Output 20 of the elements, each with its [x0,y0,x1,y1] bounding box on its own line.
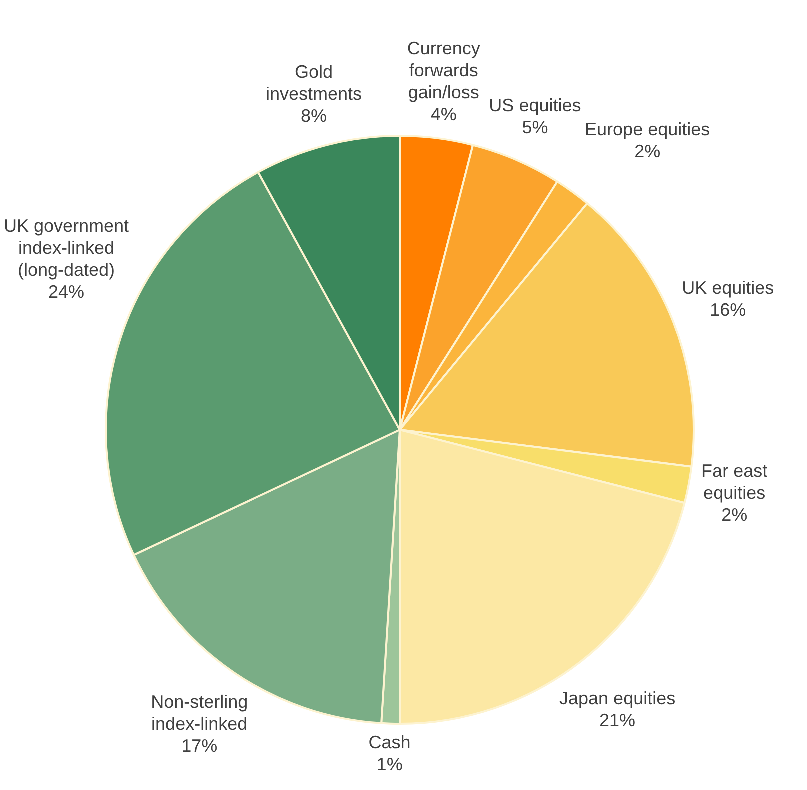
data-label: 17% [182,736,218,756]
data-label: 5% [522,118,548,138]
slice-label: Currency forwards gain/loss [407,38,480,102]
slice-label: Non-sterling index-linked [151,692,248,734]
data-label: 16% [710,300,746,320]
data-label: 21% [600,710,636,730]
data-label: 1% [376,754,403,774]
slice-label: US equities [489,96,582,116]
data-label: 24% [48,282,85,302]
slice-label: Gold investments [266,62,362,104]
data-label: 4% [430,104,457,124]
slice-label: Cash [368,732,411,752]
slice-label: UK equities [682,278,774,298]
data-label: 2% [634,142,661,162]
slice-label: UK government index-linked (long-dated) [4,216,130,280]
data-label: 2% [722,504,748,525]
slice-label: Far east equities [702,460,768,503]
slice-label: Europe equities [585,120,710,140]
slice-label: Japan equities [560,688,676,708]
data-label: 8% [300,106,327,126]
